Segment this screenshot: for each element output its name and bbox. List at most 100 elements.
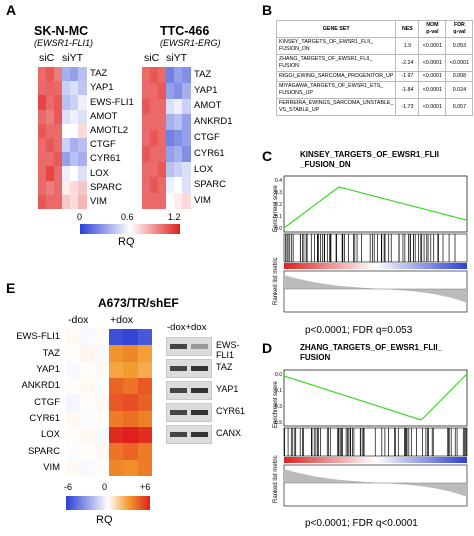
heatmap-ttc466-cell — [182, 145, 191, 163]
table-cell: -1.73 — [395, 98, 420, 116]
table-row: RIGGI_EWING_SARCOMA_PROGENITOR_UP -1.97 <0… — [275, 71, 474, 82]
blot-band — [170, 388, 187, 393]
heatmap-sknmc-cell — [46, 166, 55, 182]
table-row: FERREIRA_EWINGS_SARCOMA_UNSTABLE_ VS_STA… — [275, 98, 474, 116]
heatmap-ttc466-cell — [158, 193, 167, 210]
th-nes: NES — [395, 20, 420, 38]
heatmap-a673-cell — [66, 394, 81, 412]
blot-panel — [166, 403, 212, 422]
gene-label: VIM — [90, 195, 107, 207]
gene-label: TAZ — [42, 347, 60, 359]
col-label-minus-dox: -dox — [68, 314, 89, 326]
gene-label: TAZ — [90, 68, 108, 80]
heatmap-ttc466-cell — [158, 67, 167, 84]
heatmap-ttc466-cell — [142, 130, 151, 147]
es-frame — [283, 369, 468, 427]
heatmap-a673-cell — [137, 410, 153, 428]
heatmap-a673-cell — [80, 394, 96, 412]
heatmap-ttc466-cell — [182, 114, 191, 131]
heatmap-ttc466-cell — [142, 67, 151, 84]
heatmap-sknmc-cell — [62, 95, 71, 111]
gene-label: YAP1 — [36, 363, 60, 375]
heatmap-sknmc-cell — [54, 109, 63, 125]
rq-color-scale-a — [80, 224, 180, 234]
heatmap-sknmc-cell — [62, 194, 71, 210]
cell-line-title-sknmc: SK-N-MC — [34, 24, 89, 38]
heatmap-ttc466-cell — [174, 145, 183, 163]
gsea-c-ylabel-top: Enrichment score — [273, 185, 279, 232]
blot-band — [170, 432, 187, 437]
heatmap-a673-cell — [123, 443, 139, 461]
heatmap-a673-cell — [94, 361, 110, 379]
blot-band — [191, 410, 208, 415]
blot-panel — [166, 425, 212, 444]
gene-set-name: FERREIRA_EWINGS_SARCOMA_UNSTABLE_ VS_STA… — [275, 98, 397, 116]
heatmap-sknmc-cell — [70, 109, 79, 125]
heatmap-ttc466-cell — [174, 114, 183, 131]
heatmap-ttc466-cell — [150, 161, 159, 178]
heatmap-sknmc-cell — [54, 95, 63, 111]
col-label-plus-dox: +dox — [110, 314, 134, 326]
gene-label: VIM — [43, 461, 60, 473]
heatmap-ttc466-cell — [182, 130, 191, 147]
heatmap-a673-cell — [66, 378, 81, 395]
table-cell: <0.0001 — [445, 54, 474, 72]
heatmap-a673-cell — [123, 345, 139, 363]
rank-gradient — [284, 457, 467, 463]
heatmap-ttc466-cell — [142, 161, 151, 178]
heatmap-a673-cell — [137, 459, 153, 477]
rank-gradient — [284, 263, 467, 269]
table-cell: 0.053 — [445, 37, 474, 55]
heatmap-ttc466-cell — [166, 82, 175, 100]
table-row: ZHANG_TARGETS_OF_EWSR1_FLII_ FUSION -2.24… — [275, 54, 474, 72]
y-tick-label: 0.2 — [275, 202, 282, 208]
heatmap-sknmc-cell — [70, 166, 79, 182]
heatmap-sknmc-cell — [62, 81, 71, 96]
heatmap-ttc466-cell — [166, 145, 175, 163]
gene-label: CYR61 — [194, 147, 225, 159]
heatmap-a673-cell — [109, 361, 124, 379]
blot-panel — [166, 381, 212, 400]
heatmap-sknmc-cell — [38, 138, 47, 153]
heatmap-sknmc-cell — [46, 95, 55, 111]
heatmap-sknmc-cell — [78, 109, 87, 125]
heatmap-a673-cell — [80, 345, 96, 363]
heatmap-sknmc-cell — [62, 152, 71, 167]
gene-set-table: GENE SET NES NOM p-val FDR q-val KINSEY_… — [275, 20, 474, 116]
heatmap-a673-cell — [109, 443, 124, 461]
heatmap-ttc466-cell — [166, 98, 175, 115]
heatmap-ttc466-cell — [174, 82, 183, 100]
heatmap-ttc466-cell — [150, 145, 159, 163]
table-cell: 0.024 — [445, 81, 474, 99]
blot-label: TAZ — [216, 362, 233, 372]
col-label-siyt-2: siYT — [166, 52, 187, 64]
scale-a-tick-0: 0 — [77, 212, 83, 222]
blot-panel — [166, 359, 212, 378]
heatmap-sknmc-cell — [46, 67, 55, 82]
gene-set-name: RIGGI_EWING_SARCOMA_PROGENITOR_UP — [275, 71, 397, 82]
heatmap-sknmc-cell — [70, 194, 79, 210]
heatmap-a673-cell — [123, 361, 139, 379]
blot-label: EWS-FLI1 — [216, 340, 240, 360]
heatmap-sknmc-cell — [46, 123, 55, 139]
heatmap-ttc466-cell — [166, 161, 175, 178]
cell-line-subtitle-ttc466: (EWSR1-ERG) — [160, 38, 221, 48]
th-gene-set: GENE SET — [275, 20, 397, 38]
heatmap-a673-cell — [109, 394, 124, 412]
gsea-d-stat: p<0.0001; FDR q<0.0001 — [305, 518, 418, 529]
gsea-plot-c-svg: 0.4 0.3 0.2 0.1 0.0 — [275, 175, 468, 313]
gene-label: CYR61 — [29, 412, 60, 424]
heatmap-a673-cell — [137, 394, 153, 412]
gsea-c-title: KINSEY_TARGETS_OF_EWSR1_FLII _FUSION_DN — [300, 150, 439, 169]
enrichment-curve — [283, 373, 468, 421]
heatmap-a673-cell — [94, 427, 110, 444]
heatmap-ttc466 — [142, 67, 191, 210]
table-row: MIYAGAWA_TARGETS_OF_EWSR1_ETS_ FUSIONS_U… — [275, 81, 474, 99]
table-cell: -2.24 — [395, 54, 420, 72]
gene-label: LOX — [40, 429, 60, 441]
heatmap-sknmc-cell — [54, 138, 63, 153]
blot-panel — [166, 337, 212, 356]
heatmap-a673-cell — [137, 378, 153, 395]
heatmap-sknmc-cell — [62, 166, 71, 182]
heatmap-ttc466-cell — [174, 67, 183, 84]
